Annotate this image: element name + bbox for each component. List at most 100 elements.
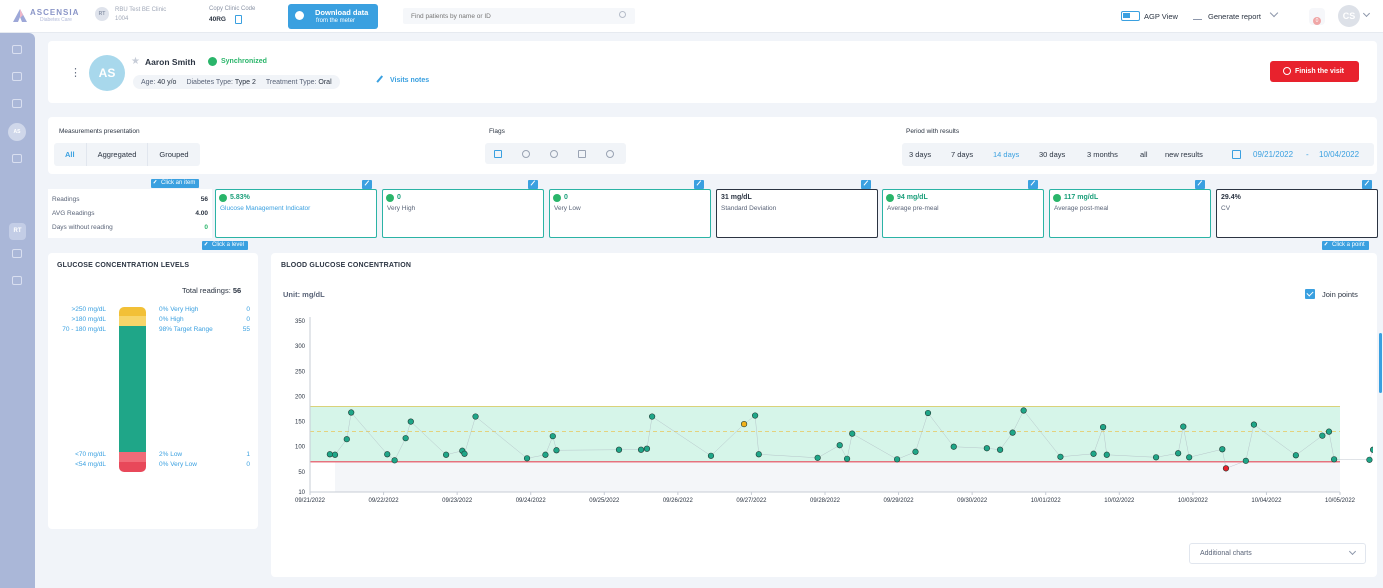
glucose-point[interactable] xyxy=(461,450,468,457)
download-data-button[interactable]: Download data from the meter xyxy=(288,4,378,29)
agp-view-label[interactable]: AGP View xyxy=(1144,12,1178,21)
finish-visit-button[interactable]: Finish the visit xyxy=(1270,61,1359,82)
glucose-point[interactable] xyxy=(542,451,549,458)
level-bar-target[interactable] xyxy=(119,326,146,452)
settings-icon[interactable] xyxy=(12,249,22,258)
search-icon[interactable] xyxy=(619,11,626,18)
glucose-point[interactable] xyxy=(402,435,409,442)
join-points-checkbox[interactable] xyxy=(1305,289,1315,299)
glucose-point[interactable] xyxy=(755,451,762,458)
glucose-point[interactable] xyxy=(384,451,391,458)
glucose-point[interactable] xyxy=(996,446,1004,453)
users-icon[interactable] xyxy=(12,99,22,108)
more-options-icon[interactable]: ⋮ xyxy=(70,67,81,79)
glucose-point[interactable] xyxy=(1152,454,1160,461)
edit-very-high-icon[interactable] xyxy=(528,180,538,189)
card-very-high[interactable]: 0 Very High xyxy=(382,189,544,238)
period-30-days[interactable]: 30 days xyxy=(1039,150,1066,159)
flag-post-meal-icon[interactable] xyxy=(578,150,586,158)
glucose-point[interactable] xyxy=(649,413,656,420)
sidebar-active-patient[interactable]: AS xyxy=(8,123,26,141)
user-avatar[interactable]: CS xyxy=(1338,5,1360,27)
glucose-point[interactable] xyxy=(407,418,414,425)
glucose-point[interactable] xyxy=(1103,451,1110,458)
agp-view-toggle[interactable] xyxy=(1121,11,1140,21)
patient-search-input[interactable] xyxy=(403,8,635,24)
additional-charts-select[interactable]: Additional charts xyxy=(1189,543,1366,564)
level-bar-very-low[interactable] xyxy=(119,462,146,472)
glucose-point[interactable] xyxy=(1099,424,1107,431)
edit-pre-meal-icon[interactable] xyxy=(1028,180,1038,189)
card-cv[interactable]: 29.4% CV xyxy=(1216,189,1378,238)
favorite-star-icon[interactable]: ★ xyxy=(131,56,140,67)
glucose-point[interactable] xyxy=(912,448,919,455)
period-3-days[interactable]: 3 days xyxy=(909,150,932,159)
period-3-months[interactable]: 3 months xyxy=(1087,150,1118,159)
edit-sd-icon[interactable] xyxy=(861,180,871,189)
glucose-point[interactable] xyxy=(443,451,450,458)
glucose-point[interactable] xyxy=(1186,454,1193,461)
level-bar-very-high[interactable] xyxy=(119,307,146,316)
measurement-all[interactable]: All xyxy=(54,143,87,166)
flag-all-icon[interactable] xyxy=(494,150,502,158)
glucose-point[interactable] xyxy=(523,455,531,462)
user-settings-icon[interactable] xyxy=(12,154,22,163)
glucose-point[interactable] xyxy=(752,412,759,419)
glucose-point[interactable] xyxy=(1222,465,1230,472)
glucose-point[interactable] xyxy=(843,455,851,462)
clinic-avatar[interactable]: RT xyxy=(95,7,109,21)
edit-post-meal-icon[interactable] xyxy=(1195,180,1205,189)
glucose-point[interactable] xyxy=(1331,456,1338,463)
glucose-point[interactable] xyxy=(1370,446,1373,453)
glucose-point[interactable] xyxy=(1292,452,1299,459)
scrollbar[interactable] xyxy=(1379,333,1382,393)
period-14-days[interactable]: 14 days xyxy=(993,150,1020,159)
generate-report-button[interactable]: Generate report xyxy=(1208,12,1261,21)
level-bar-low[interactable] xyxy=(119,452,146,462)
level-bar-high[interactable] xyxy=(119,316,146,326)
glucose-point[interactable] xyxy=(1180,423,1187,430)
glucose-point[interactable] xyxy=(637,446,645,453)
glucose-point[interactable] xyxy=(950,443,957,450)
glucose-point[interactable] xyxy=(1175,450,1182,457)
measurement-aggregated[interactable]: Aggregated xyxy=(87,143,149,166)
flag-fasting-icon[interactable] xyxy=(522,150,530,158)
glucose-point[interactable] xyxy=(331,451,339,458)
glucose-point[interactable] xyxy=(983,445,990,452)
glucose-point[interactable] xyxy=(1020,407,1027,414)
calendar-icon[interactable] xyxy=(1232,150,1241,159)
card-gmi[interactable]: 5.83% Glucose Management Indicator xyxy=(215,189,377,238)
sidebar-clinic-badge[interactable]: RT xyxy=(9,223,26,240)
glucose-point[interactable] xyxy=(643,445,651,452)
period-all[interactable]: all xyxy=(1140,150,1148,159)
glucose-point[interactable] xyxy=(1366,456,1373,463)
glucose-point[interactable] xyxy=(1325,428,1333,435)
logout-icon[interactable] xyxy=(12,276,22,285)
glucose-point[interactable] xyxy=(472,413,479,420)
glucose-point[interactable] xyxy=(814,454,821,461)
dashboard-icon[interactable] xyxy=(12,45,22,54)
user-menu-chevron-icon[interactable] xyxy=(1362,9,1371,18)
glucose-point[interactable] xyxy=(1009,429,1016,436)
card-pre-meal[interactable]: 94 mg/dL Average pre-meal xyxy=(882,189,1044,238)
glucose-point[interactable] xyxy=(326,451,333,458)
glucose-point[interactable] xyxy=(1219,446,1226,453)
period-new-results[interactable]: new results xyxy=(1165,150,1203,159)
glucose-point[interactable] xyxy=(740,421,748,428)
edit-very-low-icon[interactable] xyxy=(694,180,704,189)
glucose-point[interactable] xyxy=(391,457,398,464)
measurement-grouped[interactable]: Grouped xyxy=(159,150,189,159)
flag-no-mark-icon[interactable] xyxy=(606,150,614,158)
glucose-point[interactable] xyxy=(553,447,560,454)
glucose-point[interactable] xyxy=(1242,457,1249,464)
camera-icon[interactable] xyxy=(12,72,22,81)
flag-pre-meal-icon[interactable] xyxy=(550,150,558,158)
glucose-point[interactable] xyxy=(836,442,843,449)
card-standard-deviation[interactable]: 31 mg/dL Standard Deviation xyxy=(716,189,878,238)
chevron-down-icon[interactable] xyxy=(1269,8,1279,18)
glucose-point[interactable] xyxy=(1250,421,1258,428)
glucose-point[interactable] xyxy=(615,446,623,453)
glucose-point[interactable] xyxy=(343,436,350,443)
glucose-point[interactable] xyxy=(893,456,901,463)
glucose-point[interactable] xyxy=(707,452,715,459)
